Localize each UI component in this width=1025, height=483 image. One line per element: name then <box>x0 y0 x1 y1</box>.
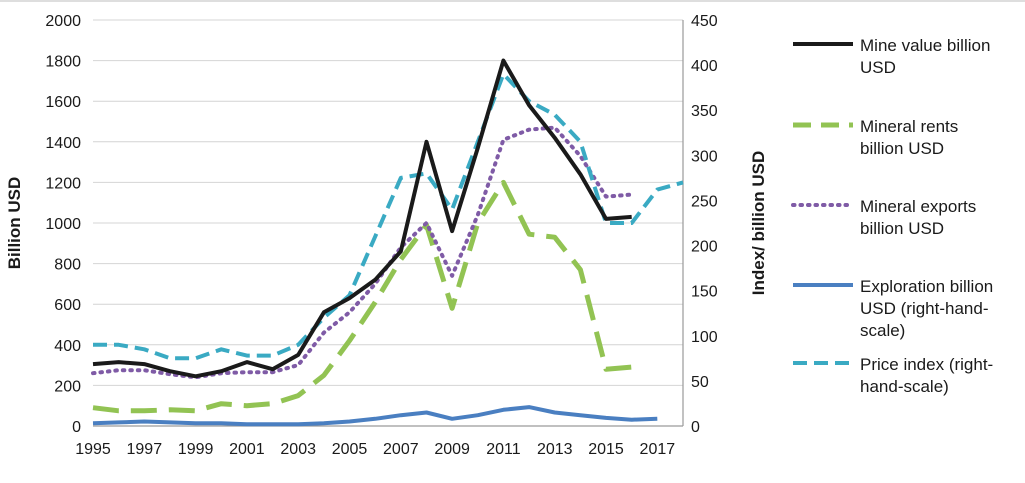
y2-tick-label: 200 <box>691 239 718 256</box>
y-tick-label: 1600 <box>45 94 81 111</box>
legend: Mine value billion USD Mineral rents bil… <box>791 36 998 396</box>
x-tick-label: 1999 <box>178 441 214 458</box>
y-tick-label: 1400 <box>45 135 81 152</box>
y2-tick-label: 350 <box>691 103 718 120</box>
legend-item-price-index: Price index (right- hand-scale) <box>793 355 998 396</box>
y-tick-label: 400 <box>54 338 81 355</box>
y2-tick-label: 250 <box>691 193 718 210</box>
y2-tick-label: 50 <box>691 374 709 391</box>
x-tick-label: 2007 <box>383 441 419 458</box>
y-axis-title: Billion USD <box>5 177 24 270</box>
x-tick-label: 2003 <box>280 441 316 458</box>
legend-label-exploration: Exploration billion USD (right-hand- sca… <box>860 277 998 340</box>
x-tick-label: 2005 <box>332 441 368 458</box>
y2-tick-label: 100 <box>691 329 718 346</box>
y-tick-label: 1000 <box>45 216 81 233</box>
x-tick-label: 1995 <box>75 441 111 458</box>
legend-item-mineral-rents: Mineral rents billion USD <box>793 117 963 158</box>
x-tick-label: 2001 <box>229 441 265 458</box>
y2-tick-label: 450 <box>691 13 718 30</box>
x-tick-label: 1997 <box>127 441 163 458</box>
y2-tick-label: 300 <box>691 148 718 165</box>
legend-label-price-index: Price index (right- hand-scale) <box>860 355 998 396</box>
series-line <box>92 405 658 427</box>
y-tick-label: 200 <box>54 378 81 395</box>
x-axis-ticks: 1995 1997 1999 2001 2003 2005 2007 2009 2011 2013… <box>75 441 675 458</box>
x-tick-label: 2013 <box>537 441 573 458</box>
legend-label-mine-value: Mine value billion USD <box>860 36 995 77</box>
y-tick-label: 1200 <box>45 175 81 192</box>
legend-label-mineral-exports: Mineral exports billion USD <box>860 197 981 238</box>
y2-tick-label: 400 <box>691 58 718 75</box>
y-tick-label: 600 <box>54 297 81 314</box>
x-tick-label: 2011 <box>486 441 521 458</box>
legend-item-mineral-exports: Mineral exports billion USD <box>791 197 981 238</box>
y2-axis-title: Index/ billion USD <box>749 151 768 296</box>
left-axis-ticks: 0 200 400 600 800 1000 1200 1400 1600 1800 2000 <box>45 13 81 436</box>
right-axis-ticks: 0 50 100 150 200 250 300 350 400 450 <box>691 13 718 436</box>
y-tick-label: 800 <box>54 257 81 274</box>
x-tick-label: 2009 <box>434 441 470 458</box>
x-tick-label: 2017 <box>640 441 676 458</box>
series-line <box>91 125 634 380</box>
y2-tick-label: 150 <box>691 284 718 301</box>
plot-area <box>91 58 684 427</box>
legend-label-mineral-rents: Mineral rents billion USD <box>860 117 963 158</box>
series-line <box>93 72 684 361</box>
y-tick-label: 1800 <box>45 54 81 71</box>
y-tick-label: 0 <box>72 419 81 436</box>
series-line <box>92 58 632 379</box>
legend-item-mine-value: Mine value billion USD <box>793 36 995 77</box>
x-tick-label: 2015 <box>588 441 624 458</box>
y2-tick-label: 0 <box>691 419 700 436</box>
legend-item-exploration: Exploration billion USD (right-hand- sca… <box>793 277 998 340</box>
y-tick-label: 2000 <box>45 13 81 30</box>
series-line <box>92 179 632 414</box>
